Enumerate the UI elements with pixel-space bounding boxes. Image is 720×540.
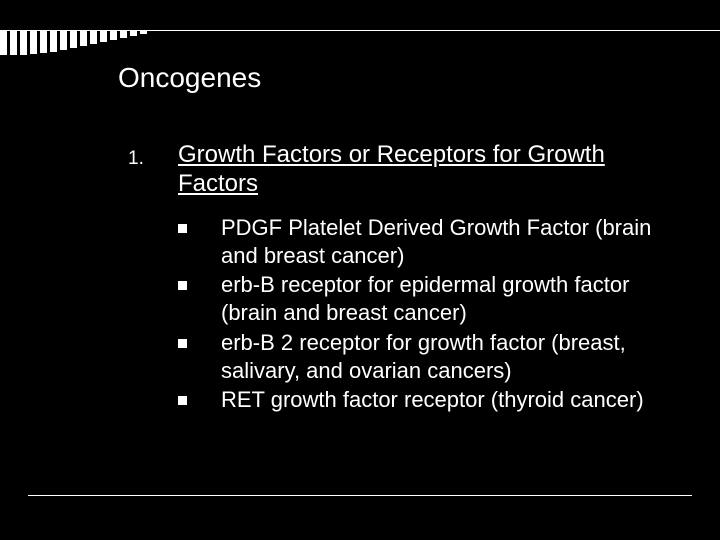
bullet-text: erb-B 2 receptor for growth factor (brea… bbox=[221, 329, 668, 384]
header-tick bbox=[120, 31, 127, 38]
header-tick bbox=[0, 31, 7, 55]
header-tick bbox=[50, 31, 57, 52]
bullet-text: erb-B receptor for epidermal growth fact… bbox=[221, 271, 668, 326]
header-tick bbox=[80, 31, 87, 46]
slide-title: Oncogenes bbox=[118, 62, 261, 94]
bullet-item: PDGF Platelet Derived Growth Factor (bra… bbox=[178, 214, 668, 269]
bullet-item: erb-B 2 receptor for growth factor (brea… bbox=[178, 329, 668, 384]
header-tick-row bbox=[0, 31, 147, 55]
header-tick bbox=[140, 31, 147, 34]
bullet-list: PDGF Platelet Derived Growth Factor (bra… bbox=[178, 214, 668, 416]
section-subtitle: Growth Factors or Receptors for Growth F… bbox=[178, 141, 658, 199]
list-number: 1. bbox=[128, 148, 144, 170]
square-bullet-icon bbox=[178, 281, 187, 290]
header-tick bbox=[70, 31, 77, 48]
bullet-item: RET growth factor receptor (thyroid canc… bbox=[178, 386, 668, 414]
square-bullet-icon bbox=[178, 396, 187, 405]
header-tick bbox=[20, 31, 27, 55]
bullet-text: PDGF Platelet Derived Growth Factor (bra… bbox=[221, 214, 668, 269]
bullet-item: erb-B receptor for epidermal growth fact… bbox=[178, 271, 668, 326]
header-tick bbox=[110, 31, 117, 40]
header-tick bbox=[100, 31, 107, 42]
header-tick bbox=[60, 31, 67, 50]
header-tick bbox=[90, 31, 97, 44]
bullet-text: RET growth factor receptor (thyroid canc… bbox=[221, 386, 644, 414]
square-bullet-icon bbox=[178, 224, 187, 233]
footer-line bbox=[28, 495, 692, 496]
header-tick bbox=[10, 31, 17, 55]
header-tick bbox=[40, 31, 47, 53]
square-bullet-icon bbox=[178, 339, 187, 348]
header-tick bbox=[30, 31, 37, 54]
header-tick bbox=[130, 31, 137, 36]
